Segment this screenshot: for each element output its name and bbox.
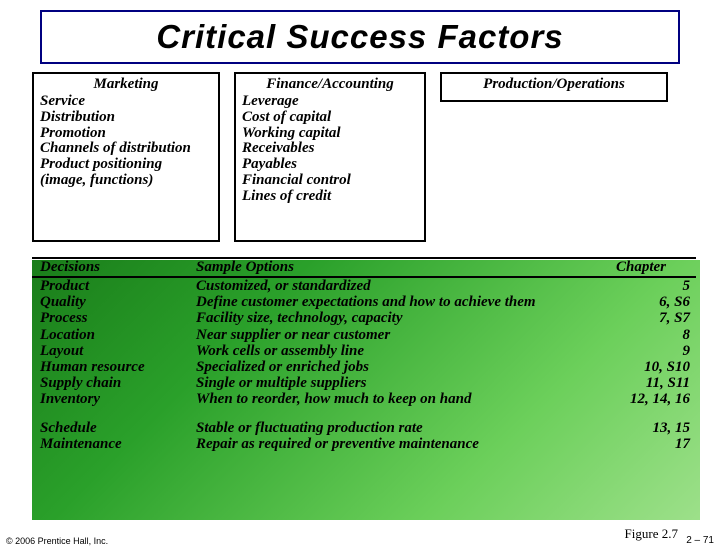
cell-decision: Inventory [32,391,192,407]
page-title: Critical Success Factors [42,18,678,56]
cell-option: Near supplier or near customer [192,327,616,343]
table-spacer [32,408,696,420]
box-marketing-item: Promotion [40,126,212,142]
cell-chapter: 12, 14, 16 [616,391,696,407]
cell-chapter: 13, 15 [616,420,696,436]
cell-option: Single or multiple suppliers [192,375,616,391]
th-chapter: Chapter [616,259,696,276]
cell-option: Stable or fluctuating production rate [192,420,616,436]
cell-decision: Schedule [32,420,192,436]
table-row: Location Near supplier or near customer … [32,327,696,343]
cell-chapter: 8 [616,327,696,343]
table-row: Human resource Specialized or enriched j… [32,359,696,375]
cell-option: When to reorder, how much to keep on han… [192,391,616,407]
box-marketing-item: Product positioning (image, functions) [40,157,212,189]
cell-decision: Product [32,278,192,294]
title-box: Critical Success Factors [40,10,680,64]
box-finance-item: Working capital [242,126,418,142]
box-marketing-header: Marketing [40,76,212,93]
box-finance-header: Finance/Accounting [242,76,418,93]
table-row: Quality Define customer expectations and… [32,294,696,310]
cell-chapter: 5 [616,278,696,294]
cell-decision: Human resource [32,359,192,375]
cell-chapter: 9 [616,343,696,359]
box-finance-item: Lines of credit [242,189,418,205]
box-finance-item: Financial control [242,173,418,189]
table-row: Layout Work cells or assembly line 9 [32,343,696,359]
decisions-table: Decisions Sample Options Chapter Product… [32,257,696,452]
th-options: Sample Options [192,259,616,276]
box-production-header: Production/Operations [448,76,660,93]
cell-decision: Layout [32,343,192,359]
table-row: Maintenance Repair as required or preven… [32,436,696,452]
cell-decision: Quality [32,294,192,310]
cell-option: Customized, or standardized [192,278,616,294]
cell-chapter: 17 [616,436,696,452]
box-finance-item: Leverage [242,94,418,110]
cell-chapter: 10, S10 [616,359,696,375]
box-finance-item: Payables [242,157,418,173]
cell-decision: Process [32,310,192,326]
cell-option: Define customer expectations and how to … [192,294,616,310]
cell-chapter: 7, S7 [616,310,696,326]
cell-option: Work cells or assembly line [192,343,616,359]
table-body: Product Customized, or standardized 5 Qu… [32,278,696,452]
table-row: Supply chain Single or multiple supplier… [32,375,696,391]
cell-chapter: 6, S6 [616,294,696,310]
box-marketing-item: Service [40,94,212,110]
box-finance-item: Cost of capital [242,110,418,126]
table-header-row: Decisions Sample Options Chapter [32,257,696,278]
cell-option: Specialized or enriched jobs [192,359,616,375]
category-boxes: Marketing Service Distribution Promotion… [0,72,720,247]
cell-decision: Maintenance [32,436,192,452]
box-finance-item: Receivables [242,141,418,157]
slide-number: 2 – 71 [686,535,714,546]
cell-decision: Location [32,327,192,343]
box-marketing: Marketing Service Distribution Promotion… [32,72,220,242]
box-production: Production/Operations [440,72,668,102]
box-marketing-item: Distribution [40,110,212,126]
th-decisions: Decisions [32,259,192,276]
cell-option: Facility size, technology, capacity [192,310,616,326]
table-row: Schedule Stable or fluctuating productio… [32,420,696,436]
box-finance: Finance/Accounting Leverage Cost of capi… [234,72,426,242]
box-marketing-item: Channels of distribution [40,141,212,157]
cell-decision: Supply chain [32,375,192,391]
table-row: Process Facility size, technology, capac… [32,310,696,326]
cell-chapter: 11, S11 [616,375,696,391]
cell-option: Repair as required or preventive mainten… [192,436,616,452]
table-row: Product Customized, or standardized 5 [32,278,696,294]
copyright: © 2006 Prentice Hall, Inc. [6,536,108,546]
table-row: Inventory When to reorder, how much to k… [32,391,696,407]
